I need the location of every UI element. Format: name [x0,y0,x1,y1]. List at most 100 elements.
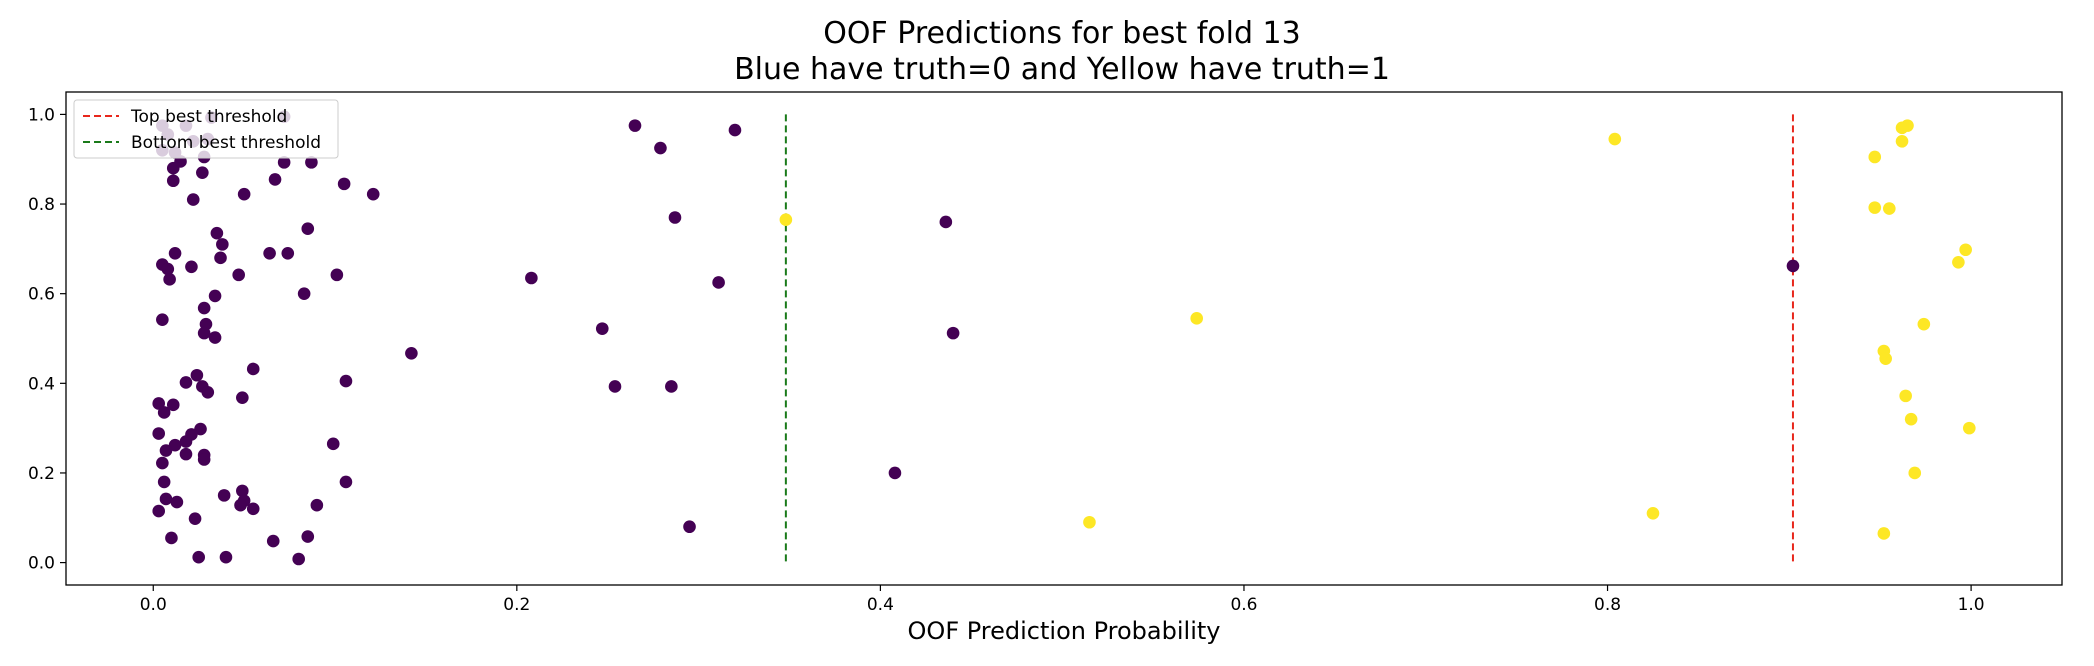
data-point-truth-0 [170,495,184,509]
data-point-truth-0 [208,331,222,344]
data-point-truth-0 [156,456,169,470]
data-point-truth-1 [1190,312,1204,325]
data-point-truth-0 [157,406,171,419]
data-point-truth-0 [194,422,207,436]
data-point-truth-0 [305,156,318,169]
data-point-truth-0 [152,504,166,518]
data-point-truth-1 [1917,317,1931,331]
x-tick-label: 0.8 [1594,595,1621,615]
y-tick-label: 0.0 [28,554,55,574]
data-point-truth-1 [1908,466,1922,480]
data-point-truth-1 [1879,352,1892,365]
data-point-truth-0 [246,502,260,516]
data-point-truth-1 [1952,256,1965,269]
legend: Top best threshold Bottom best threshold [73,99,339,159]
data-point-truth-0 [236,391,249,404]
data-point-truth-0 [208,289,222,303]
data-point-truth-1 [1899,389,1912,403]
data-point-truth-0 [683,520,696,534]
data-point-truth-0 [326,437,340,451]
data-point-truth-0 [159,492,173,506]
y-tick-label: 0.2 [28,464,55,484]
data-point-truth-0 [668,211,682,224]
data-point-truth-0 [197,301,211,315]
data-point-truth-0 [263,247,276,260]
data-point-truth-0 [188,512,202,525]
data-point-truth-0 [201,385,215,399]
data-point-truth-1 [1083,515,1096,529]
data-point-truth-0 [310,498,324,512]
data-point-truth-0 [281,247,295,260]
data-point-truth-0 [232,268,245,282]
y-axis: 0.0 0.2 0.4 0.6 0.8 1.0 [28,105,66,574]
data-point-truth-0 [163,273,176,286]
data-point-truth-0 [728,123,742,137]
data-point-truth-0 [192,550,206,564]
data-point-truth-0 [1786,259,1800,273]
data-point-truth-1 [1646,506,1660,520]
data-point-truth-1 [1904,412,1918,426]
y-tick-label: 0.8 [28,195,55,215]
threshold-lines [784,114,1794,563]
legend-top-threshold-label: Top best threshold [130,107,287,127]
data-point-truth-0 [159,444,173,457]
data-point-truth-1 [1868,150,1882,164]
data-point-truth-0 [366,187,380,201]
data-point-truth-0 [156,313,169,326]
data-point-truth-1 [1608,132,1622,146]
data-point-truth-0 [339,374,353,388]
data-point-truth-0 [190,368,204,382]
data-point-truth-0 [219,550,233,564]
data-point-truth-0 [168,438,182,452]
data-point-truth-0 [166,174,180,188]
chart-subtitle: Blue have truth=0 and Yellow have truth=… [734,52,1390,87]
data-point-truth-1 [1877,527,1891,540]
data-point-truth-0 [665,380,678,393]
legend-box [73,99,339,159]
x-tick-label: 1.0 [1958,595,1985,615]
data-point-truth-0 [595,322,609,335]
data-point-truth-0 [712,276,725,289]
data-point-truth-0 [330,268,344,282]
data-point-truth-0 [161,262,175,276]
data-point-truth-1 [1868,201,1882,214]
data-point-truth-0 [179,447,193,461]
x-tick-label: 0.4 [867,595,894,615]
data-point-truth-0 [185,260,198,274]
data-point-truth-0 [237,187,251,201]
data-point-truth-0 [179,435,193,448]
data-point-truth-0 [405,346,418,360]
data-point-truth-0 [608,380,622,393]
x-tick-label: 0.0 [140,595,167,615]
data-point-truth-0 [214,251,227,265]
data-point-truth-0 [217,489,231,502]
data-point-truth-0 [166,161,180,175]
data-point-truth-0 [301,530,315,543]
x-tick-label: 0.2 [503,595,530,615]
data-point-truth-1 [1883,202,1896,215]
data-point-truth-0 [339,475,353,489]
data-point-truth-0 [157,475,171,489]
plot-frame [65,91,2063,586]
data-point-truth-0 [888,466,902,480]
data-point-truth-0 [268,173,282,186]
data-point-truth-0 [179,376,193,389]
legend-bottom-threshold-label: Bottom best threshold [131,133,321,153]
data-point-truth-0 [152,427,166,440]
data-point-truth-0 [946,326,960,340]
data-point-truth-0 [168,247,182,260]
data-point-truth-0 [939,215,953,229]
data-point-truth-0 [236,484,249,498]
data-point-truth-1 [779,213,793,227]
data-point-truth-0 [210,226,224,240]
data-point-truth-1 [1895,135,1909,148]
data-point-truth-1 [1962,421,1976,435]
data-point-truth-0 [654,141,667,155]
data-point-truth-0 [197,453,211,466]
y-tick-label: 0.6 [28,285,55,305]
data-point-truth-0 [292,552,305,566]
data-point-truth-1 [1959,243,1972,257]
data-point-truth-0 [628,119,642,132]
chart-title: OOF Predictions for best fold 13 [823,16,1300,51]
